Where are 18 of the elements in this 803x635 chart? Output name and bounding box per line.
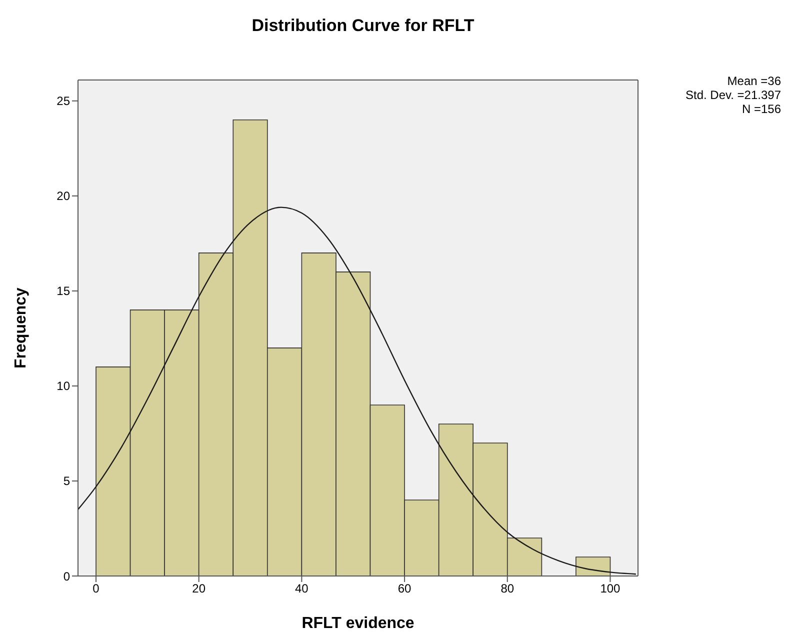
chart-title: Distribution Curve for RFLT — [250, 16, 476, 36]
text: N =156 — [740, 102, 781, 116]
x-axis-title: RFLT evidence — [302, 615, 414, 632]
text: Std. Dev. =21.397 — [685, 88, 781, 102]
y-tick-label: 15 — [56, 284, 70, 298]
y-tick-label: 10 — [56, 379, 70, 394]
x-tick-label: 60 — [398, 582, 412, 596]
x-tick-label: 40 — [295, 582, 309, 596]
text: Mean =36 — [726, 74, 781, 88]
x-tick-label: 80 — [500, 582, 514, 596]
y-tick-label: 5 — [63, 474, 70, 488]
y-tick-label: 20 — [56, 189, 70, 204]
x-tick-label: 100 — [600, 582, 621, 596]
y-tick-label: 0 — [63, 569, 70, 584]
y-axis-title: Frequency — [12, 287, 30, 368]
x-tick-label: 0 — [92, 582, 100, 596]
y-tick-label: 25 — [56, 94, 70, 108]
x-tick-label: 20 — [192, 582, 206, 596]
